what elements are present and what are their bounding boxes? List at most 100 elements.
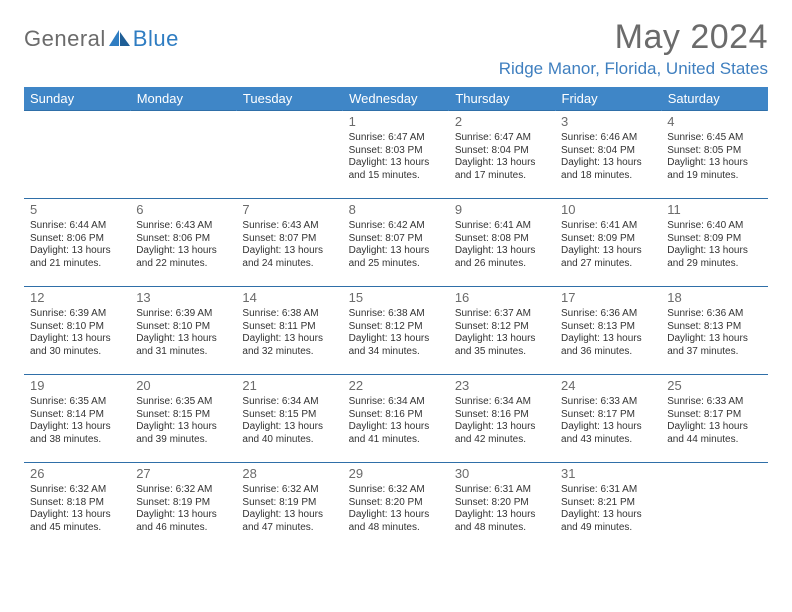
sunrise-line: Sunrise: 6:32 AM bbox=[242, 484, 336, 497]
sunrise-line: Sunrise: 6:43 AM bbox=[136, 220, 230, 233]
sunset-line: Sunset: 8:19 PM bbox=[136, 497, 230, 510]
sunset-line: Sunset: 8:16 PM bbox=[455, 409, 549, 422]
calendar-week-row: 26Sunrise: 6:32 AMSunset: 8:18 PMDayligh… bbox=[24, 463, 768, 551]
daylight-line: Daylight: 13 hours and 43 minutes. bbox=[561, 421, 655, 446]
day-number: 2 bbox=[455, 114, 549, 130]
calendar-cell bbox=[236, 111, 342, 199]
day-number: 12 bbox=[30, 290, 124, 306]
sunset-line: Sunset: 8:16 PM bbox=[349, 409, 443, 422]
calendar-cell: 17Sunrise: 6:36 AMSunset: 8:13 PMDayligh… bbox=[555, 287, 661, 375]
calendar-cell: 30 Sunrise: 6:31 AMSunset: 8:20 PMDayligh… bbox=[449, 463, 555, 551]
title-block: May 2024 Ridge Manor, Florida, United St… bbox=[499, 18, 768, 79]
daylight-line: Daylight: 13 hours and 19 minutes. bbox=[667, 157, 761, 182]
calendar-cell: 6Sunrise: 6:43 AMSunset: 8:06 PMDaylight… bbox=[130, 199, 236, 287]
calendar-cell: 5Sunrise: 6:44 AMSunset: 8:06 PMDaylight… bbox=[24, 199, 130, 287]
page-header: General Blue May 2024 Ridge Manor, Flori… bbox=[24, 18, 768, 79]
sunrise-line: Sunrise: 6:43 AM bbox=[242, 220, 336, 233]
daylight-line: Daylight: 13 hours and 32 minutes. bbox=[242, 333, 336, 358]
sunset-line: Sunset: 8:09 PM bbox=[667, 233, 761, 246]
day-number: 7 bbox=[242, 202, 336, 218]
sunset-line: Sunset: 8:12 PM bbox=[349, 321, 443, 334]
calendar-table: SundayMondayTuesdayWednesdayThursdayFrid… bbox=[24, 87, 768, 551]
day-number: 11 bbox=[667, 202, 761, 218]
daylight-line: Daylight: 13 hours and 49 minutes. bbox=[561, 509, 655, 534]
day-header: Saturday bbox=[661, 87, 767, 111]
daylight-line: Daylight: 13 hours and 22 minutes. bbox=[136, 245, 230, 270]
sunrise-line: Sunrise: 6:31 AM bbox=[455, 484, 549, 497]
day-number: 14 bbox=[242, 290, 336, 306]
day-number: 3 bbox=[561, 114, 655, 130]
day-number: 29 bbox=[349, 466, 443, 482]
day-number: 13 bbox=[136, 290, 230, 306]
calendar-cell: 18Sunrise: 6:36 AMSunset: 8:13 PMDayligh… bbox=[661, 287, 767, 375]
calendar-week-row: 5Sunrise: 6:44 AMSunset: 8:06 PMDaylight… bbox=[24, 199, 768, 287]
sunrise-line: Sunrise: 6:32 AM bbox=[30, 484, 124, 497]
daylight-line: Daylight: 13 hours and 26 minutes. bbox=[455, 245, 549, 270]
daylight-line: Daylight: 13 hours and 38 minutes. bbox=[30, 421, 124, 446]
daylight-line: Daylight: 13 hours and 48 minutes. bbox=[455, 509, 549, 534]
daylight-line: Daylight: 13 hours and 37 minutes. bbox=[667, 333, 761, 358]
day-number: 6 bbox=[136, 202, 230, 218]
calendar-week-row: 1Sunrise: 6:47 AMSunset: 8:03 PMDaylight… bbox=[24, 111, 768, 199]
calendar-head: SundayMondayTuesdayWednesdayThursdayFrid… bbox=[24, 87, 768, 111]
daylight-line: Daylight: 13 hours and 15 minutes. bbox=[349, 157, 443, 182]
sunrise-line: Sunrise: 6:41 AM bbox=[455, 220, 549, 233]
day-header: Thursday bbox=[449, 87, 555, 111]
sunrise-line: Sunrise: 6:34 AM bbox=[242, 396, 336, 409]
day-header: Sunday bbox=[24, 87, 130, 111]
calendar-body: 1Sunrise: 6:47 AMSunset: 8:03 PMDaylight… bbox=[24, 111, 768, 551]
sunrise-line: Sunrise: 6:38 AM bbox=[349, 308, 443, 321]
daylight-line: Daylight: 13 hours and 45 minutes. bbox=[30, 509, 124, 534]
sunset-line: Sunset: 8:10 PM bbox=[30, 321, 124, 334]
calendar-cell: 2Sunrise: 6:47 AMSunset: 8:04 PMDaylight… bbox=[449, 111, 555, 199]
day-number: 30 bbox=[455, 466, 549, 482]
sunset-line: Sunset: 8:07 PM bbox=[242, 233, 336, 246]
daylight-line: Daylight: 13 hours and 39 minutes. bbox=[136, 421, 230, 446]
day-number: 27 bbox=[136, 466, 230, 482]
sunrise-line: Sunrise: 6:34 AM bbox=[349, 396, 443, 409]
day-number: 9 bbox=[455, 202, 549, 218]
sunset-line: Sunset: 8:15 PM bbox=[136, 409, 230, 422]
daylight-line: Daylight: 13 hours and 30 minutes. bbox=[30, 333, 124, 358]
day-number: 16 bbox=[455, 290, 549, 306]
calendar-cell: 23Sunrise: 6:34 AMSunset: 8:16 PMDayligh… bbox=[449, 375, 555, 463]
sunset-line: Sunset: 8:20 PM bbox=[455, 497, 549, 510]
sunrise-line: Sunrise: 6:35 AM bbox=[30, 396, 124, 409]
sunrise-line: Sunrise: 6:32 AM bbox=[136, 484, 230, 497]
daylight-line: Daylight: 13 hours and 47 minutes. bbox=[242, 509, 336, 534]
sunrise-line: Sunrise: 6:40 AM bbox=[667, 220, 761, 233]
sunrise-line: Sunrise: 6:45 AM bbox=[667, 132, 761, 145]
daylight-line: Daylight: 13 hours and 21 minutes. bbox=[30, 245, 124, 270]
day-number: 17 bbox=[561, 290, 655, 306]
brand-part2: Blue bbox=[133, 26, 179, 52]
day-number: 21 bbox=[242, 378, 336, 394]
calendar-cell: 31Sunrise: 6:31 AMSunset: 8:21 PMDayligh… bbox=[555, 463, 661, 551]
sunrise-line: Sunrise: 6:47 AM bbox=[455, 132, 549, 145]
day-number: 15 bbox=[349, 290, 443, 306]
calendar-cell: 22Sunrise: 6:34 AMSunset: 8:16 PMDayligh… bbox=[343, 375, 449, 463]
daylight-line: Daylight: 13 hours and 35 minutes. bbox=[455, 333, 549, 358]
calendar-cell: 13Sunrise: 6:39 AMSunset: 8:10 PMDayligh… bbox=[130, 287, 236, 375]
sunset-line: Sunset: 8:04 PM bbox=[561, 145, 655, 158]
day-header: Tuesday bbox=[236, 87, 342, 111]
calendar-cell: 11Sunrise: 6:40 AMSunset: 8:09 PMDayligh… bbox=[661, 199, 767, 287]
daylight-line: Daylight: 13 hours and 27 minutes. bbox=[561, 245, 655, 270]
brand-sail-icon bbox=[109, 30, 131, 48]
sunrise-line: Sunrise: 6:37 AM bbox=[455, 308, 549, 321]
day-header: Friday bbox=[555, 87, 661, 111]
sunset-line: Sunset: 8:19 PM bbox=[242, 497, 336, 510]
sunset-line: Sunset: 8:08 PM bbox=[455, 233, 549, 246]
day-number: 8 bbox=[349, 202, 443, 218]
daylight-line: Daylight: 13 hours and 18 minutes. bbox=[561, 157, 655, 182]
sunrise-line: Sunrise: 6:47 AM bbox=[349, 132, 443, 145]
sunset-line: Sunset: 8:13 PM bbox=[667, 321, 761, 334]
brand-logo: General Blue bbox=[24, 18, 179, 52]
sunset-line: Sunset: 8:13 PM bbox=[561, 321, 655, 334]
calendar-cell: 4Sunrise: 6:45 AMSunset: 8:05 PMDaylight… bbox=[661, 111, 767, 199]
calendar-cell: 12Sunrise: 6:39 AMSunset: 8:10 PMDayligh… bbox=[24, 287, 130, 375]
day-number: 28 bbox=[242, 466, 336, 482]
day-number: 1 bbox=[349, 114, 443, 130]
sunrise-line: Sunrise: 6:42 AM bbox=[349, 220, 443, 233]
calendar-cell: 28 Sunrise: 6:32 AMSunset: 8:19 PMDayligh… bbox=[236, 463, 342, 551]
calendar-cell bbox=[130, 111, 236, 199]
